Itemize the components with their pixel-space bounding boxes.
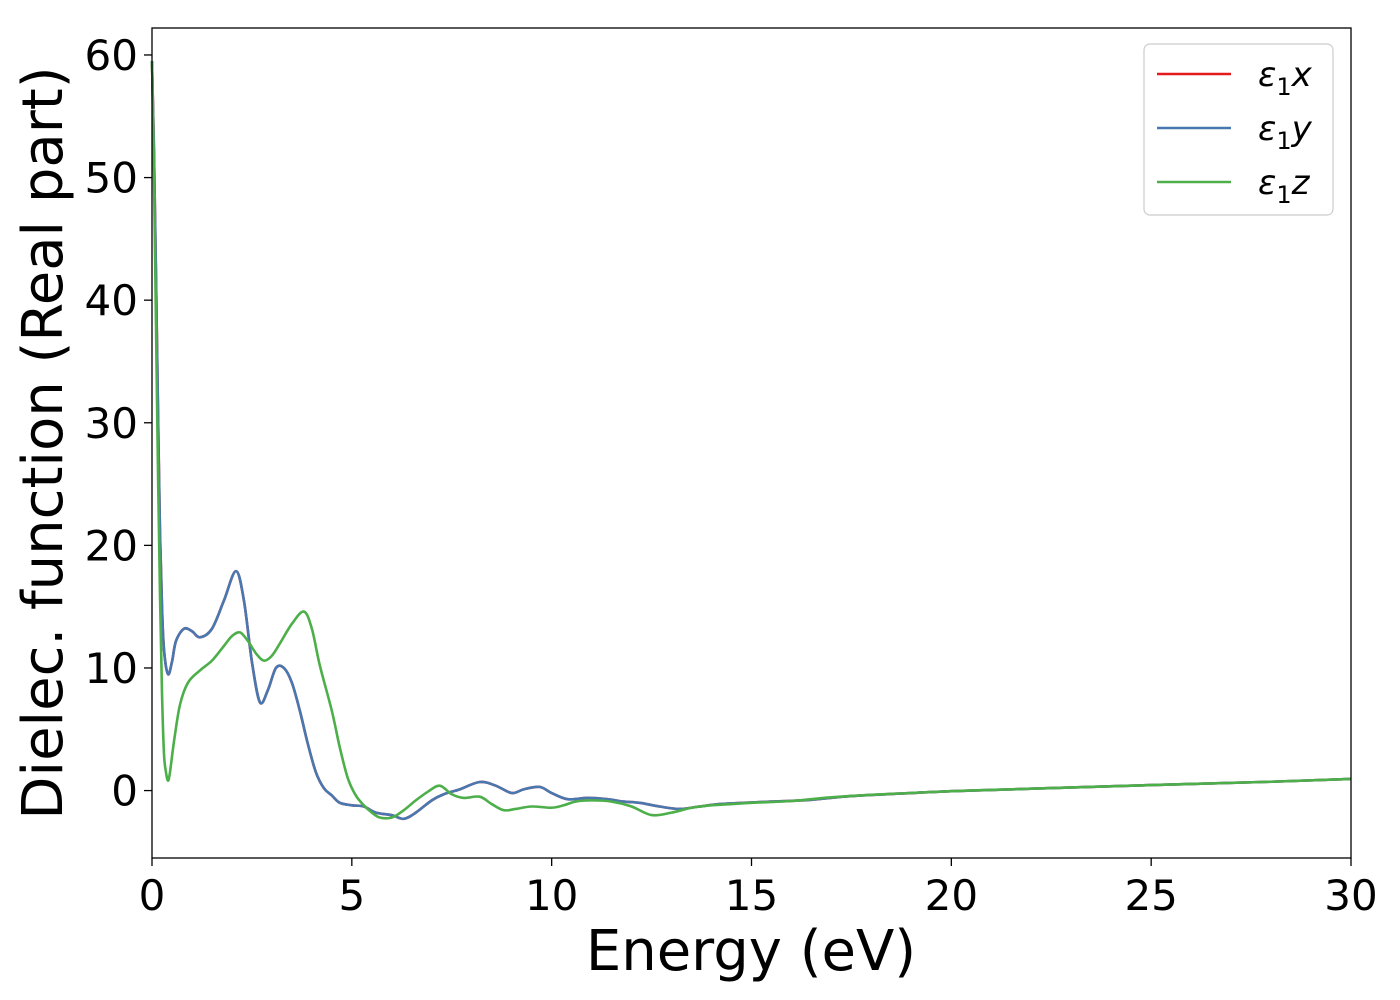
y-axis-ticks: 0 10 20 30 40 50 60 xyxy=(85,31,152,816)
legend-box xyxy=(1143,43,1334,216)
y-tick-label: 10 xyxy=(85,644,138,693)
x-tick-label: 5 xyxy=(338,871,365,920)
series-lines xyxy=(150,61,1352,821)
legend-label-z: ε1z xyxy=(1258,163,1311,209)
series-line-z xyxy=(150,61,1352,820)
x-tick-label: 25 xyxy=(1124,871,1177,920)
y-tick-label: 0 xyxy=(111,767,138,816)
x-tick-label: 0 xyxy=(139,871,166,920)
x-tick-label: 30 xyxy=(1324,871,1377,920)
y-axis-title: Dielec. function (Real part) xyxy=(11,66,76,819)
legend-label-y: ε1y xyxy=(1258,109,1313,155)
x-tick-label: 10 xyxy=(525,871,578,920)
legend-label-x: ε1x xyxy=(1258,55,1313,101)
y-tick-label: 50 xyxy=(85,154,138,203)
x-tick-label: 20 xyxy=(925,871,978,920)
x-axis-title: Energy (eV) xyxy=(586,919,916,984)
x-tick-label: 15 xyxy=(725,871,778,920)
legend: ε1x ε1y ε1z xyxy=(1143,43,1334,216)
x-axis-ticks: 0 5 10 15 20 25 30 xyxy=(139,858,1378,920)
y-tick-label: 60 xyxy=(85,31,138,80)
y-tick-label: 20 xyxy=(85,521,138,570)
y-tick-label: 30 xyxy=(85,399,138,448)
y-tick-label: 40 xyxy=(85,276,138,325)
